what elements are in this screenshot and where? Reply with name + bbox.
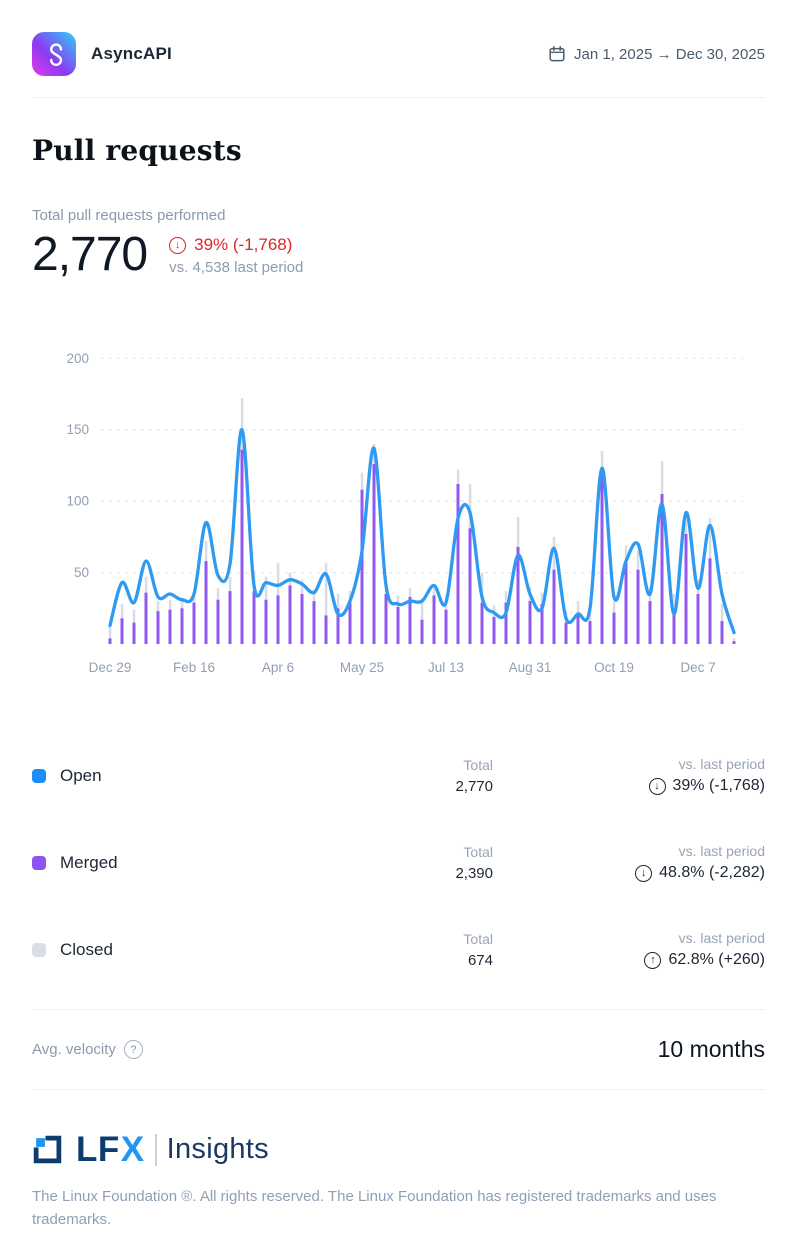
svg-text:Jul 13: Jul 13 [427,660,463,675]
chart-legend: Open Total 2,770 vs. last period ↓ 39% (… [32,744,765,981]
closed-change-value: ↑ 62.8% (+260) [493,951,765,969]
svg-text:150: 150 [66,423,89,438]
total-heading: Total [463,843,493,860]
lfx-bracket-icon [32,1134,63,1165]
avg-velocity-label: Avg. velocity [32,1041,116,1059]
kpi-row: 2,770 ↓ 39% (-1,768) vs. 4,538 last peri… [32,228,765,281]
lfx-lf-text: LF [76,1130,120,1170]
svg-text:Feb 16: Feb 16 [172,660,214,675]
arrow-down-circle-icon: ↓ [169,236,187,254]
svg-text:Oct 19: Oct 19 [594,660,634,675]
kpi-change-text: 39% (-1,768) [194,235,293,254]
total-heading: Total [463,756,493,773]
org-name: AsyncAPI [91,44,172,63]
open-change-value: ↓ 39% (-1,768) [493,777,765,795]
page-title: Pull requests [32,134,242,167]
help-icon[interactable]: ? [123,1040,143,1060]
closed-series-label: Closed [60,939,113,959]
closed-series-chip [32,942,46,957]
kpi-value: 2,770 [32,228,148,281]
kpi-change: ↓ 39% (-1,768) [169,235,303,255]
kpi-label: Total pull requests performed [32,207,226,224]
svg-text:Aug 31: Aug 31 [508,660,551,675]
open-total-value: 2,770 [455,777,493,795]
svg-text:Dec 29: Dec 29 [88,660,131,675]
merged-total-value: 2,390 [455,864,493,882]
merged-change-value: ↓ 48.8% (-2,282) [493,864,765,882]
open-series-chip [32,768,46,783]
logo-separator [154,1133,157,1166]
merged-series-label: Merged [60,852,118,872]
pr-trend-chart[interactable]: 50 100 150 200 Dec 29 Feb 16 Apr 6 May 25 Jul 13… [32,328,765,700]
svg-text:Dec 7: Dec 7 [680,660,715,675]
avg-velocity-section: Avg. velocity ? 10 months [32,1009,765,1091]
lfx-x-text: X [120,1130,145,1170]
lfx-insights-logo[interactable]: LF X Insights [32,1132,269,1167]
total-heading: Total [463,930,493,947]
arrow-down-circle-icon: ↓ [635,864,653,882]
copyright-text: The Linux Foundation ®. All rights reser… [32,1188,717,1229]
open-series-label: Open [60,765,102,785]
svg-text:50: 50 [73,565,88,580]
org-identity: AsyncAPI [32,32,172,76]
kpi-side: ↓ 39% (-1,768) vs. 4,538 last period [169,230,303,276]
legend-row-closed[interactable]: Closed Total 674 vs. last period ↑ 62.8%… [32,918,765,981]
kpi-comparison: vs. 4,538 last period [169,259,304,276]
arrow-up-circle-icon: ↑ [644,951,662,969]
legend-row-open[interactable]: Open Total 2,770 vs. last period ↓ 39% (… [32,744,765,807]
footer: LF X Insights The Linux Foundation ®. All… [32,1132,765,1231]
vs-last-period-heading: vs. last period [678,756,765,773]
closed-total-value: 674 [467,951,493,969]
insights-wordmark: Insights [166,1133,269,1166]
vs-last-period-heading: vs. last period [678,843,765,860]
merged-series-chip [32,855,46,870]
svg-text:Apr 6: Apr 6 [261,660,293,675]
svg-text:100: 100 [66,494,89,509]
arrow-down-circle-icon: ↓ [648,777,666,795]
date-range-picker[interactable]: Jan 1, 2025 → Dec 30, 2025 [548,45,765,63]
legend-row-merged[interactable]: Merged Total 2,390 vs. last period ↓ 48.… [32,831,765,894]
date-range-text: Jan 1, 2025 → Dec 30, 2025 [574,45,765,63]
asyncapi-logo-icon [32,32,76,76]
header: AsyncAPI Jan 1, 2025 → Dec 30, 2025 [32,30,765,78]
header-divider [32,97,765,98]
avg-velocity-value: 10 months [657,1036,765,1063]
calendar-icon [548,45,566,63]
svg-text:200: 200 [66,351,89,366]
svg-text:May 25: May 25 [339,660,383,675]
vs-last-period-heading: vs. last period [678,930,765,947]
